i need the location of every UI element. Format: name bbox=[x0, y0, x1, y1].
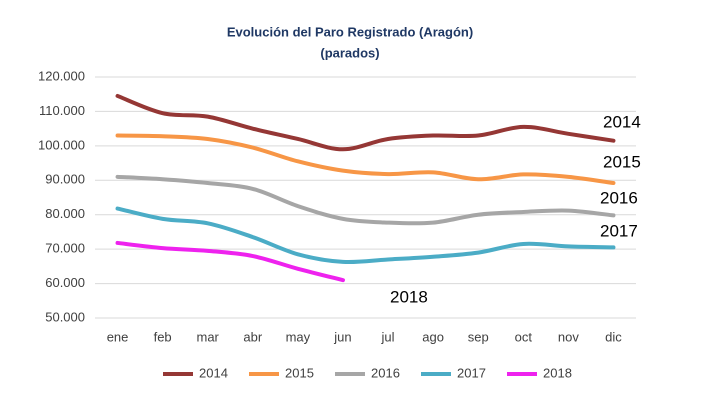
legend-label: 2018 bbox=[543, 365, 572, 380]
legend-label: 2014 bbox=[199, 365, 228, 380]
x-tick-label: ago bbox=[422, 329, 444, 344]
series-line bbox=[115, 240, 345, 283]
y-tick-label: 70.000 bbox=[45, 241, 85, 256]
x-tick-label: ene bbox=[107, 329, 129, 344]
y-tick-label: 60.000 bbox=[45, 275, 85, 290]
x-tick-label: oct bbox=[515, 329, 533, 344]
x-tick-label: may bbox=[286, 329, 311, 344]
y-tick-label: 80.000 bbox=[45, 206, 85, 221]
legend-label: 2017 bbox=[457, 365, 486, 380]
series-line bbox=[115, 133, 616, 186]
series-label: 2017 bbox=[600, 221, 638, 240]
x-tick-label: dic bbox=[605, 329, 622, 344]
y-tick-label: 90.000 bbox=[45, 172, 85, 187]
x-tick-label: jul bbox=[381, 329, 395, 344]
legend-label: 2016 bbox=[371, 365, 400, 380]
series-line bbox=[115, 206, 616, 265]
x-tick-label: abr bbox=[243, 329, 262, 344]
x-tick-label: feb bbox=[154, 329, 172, 344]
x-tick-label: sep bbox=[468, 329, 489, 344]
x-tick-label: jun bbox=[333, 329, 351, 344]
legend-label: 2015 bbox=[285, 365, 314, 380]
x-tick-label: mar bbox=[197, 329, 220, 344]
y-tick-label: 120.000 bbox=[38, 68, 85, 83]
series-line bbox=[115, 174, 616, 226]
y-tick-label: 100.000 bbox=[38, 137, 85, 152]
chart-title: Evolución del Paro Registrado (Aragón) bbox=[227, 24, 473, 39]
series-label: 2014 bbox=[603, 112, 641, 131]
x-tick-label: nov bbox=[558, 329, 579, 344]
series-label: 2016 bbox=[600, 188, 638, 207]
y-tick-label: 110.000 bbox=[39, 103, 85, 118]
series-line bbox=[115, 93, 616, 152]
series-label: 2015 bbox=[603, 152, 641, 171]
y-tick-label: 50.000 bbox=[45, 309, 85, 324]
series-label: 2018 bbox=[390, 287, 428, 306]
chart-subtitle: (parados) bbox=[320, 45, 379, 60]
